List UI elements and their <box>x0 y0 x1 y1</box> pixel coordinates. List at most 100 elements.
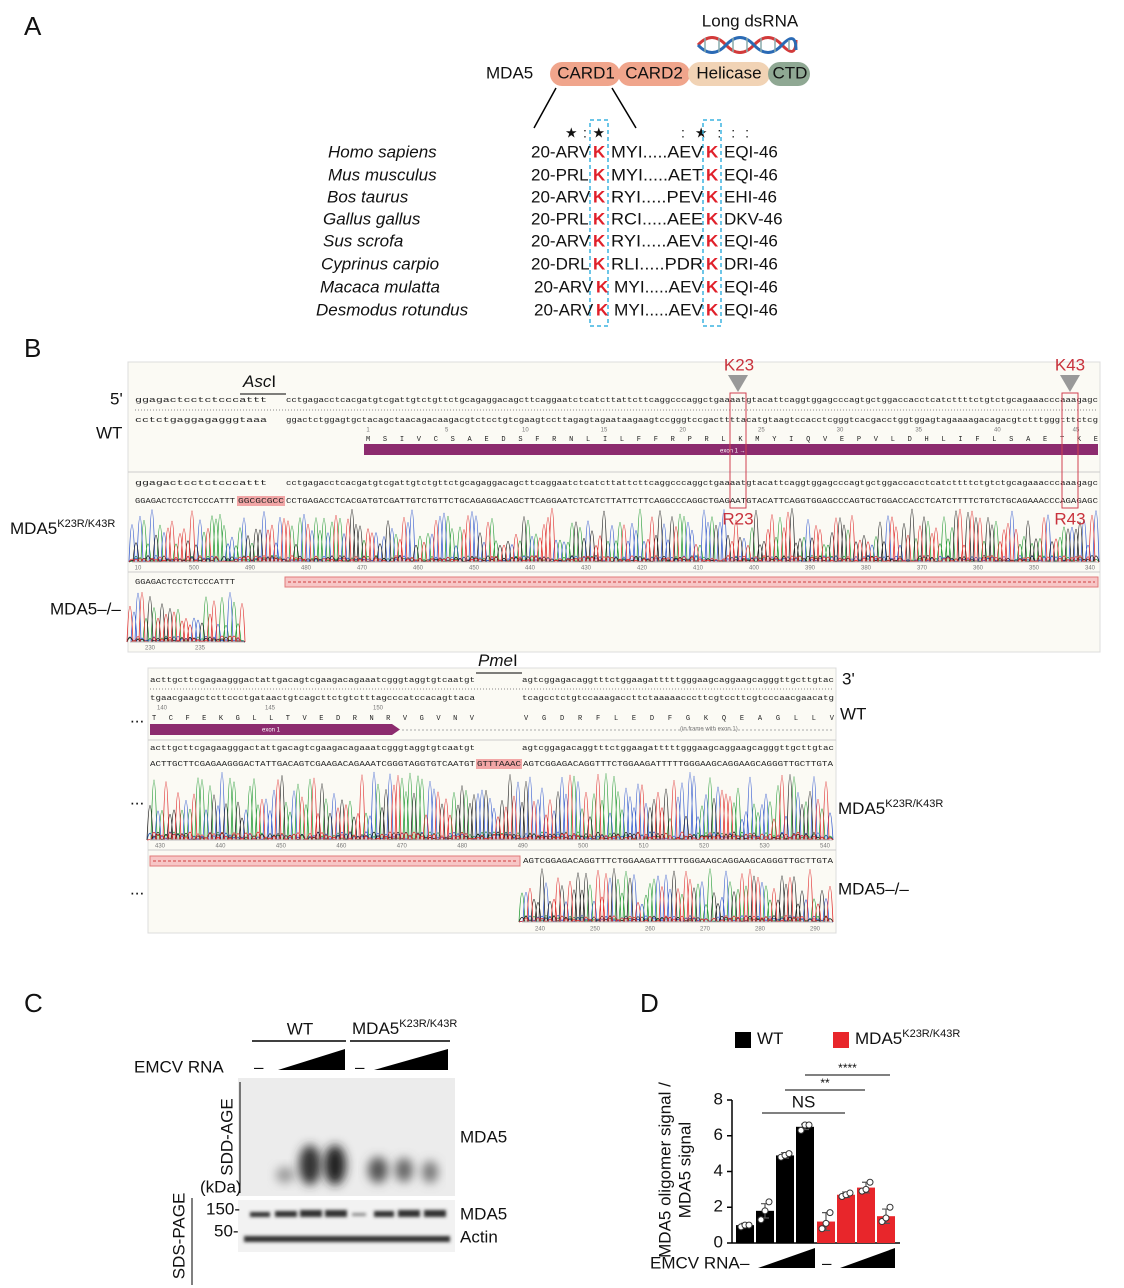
mutant-sup: K23R/K43R <box>399 1018 457 1030</box>
position-number: 10 <box>135 566 142 572</box>
ellipsis: ... <box>130 707 144 726</box>
sds-blot <box>238 1200 455 1252</box>
sequence-left: 20-PRL <box>531 165 589 184</box>
site-marker <box>1060 375 1080 392</box>
significance-label: NS <box>792 1092 816 1111</box>
sequence: ggagactcctctcccattt <box>135 480 267 488</box>
position-number: 35 <box>915 428 922 434</box>
read: CCTGAGACCTCACGATGTCGATTGTCTGTTCTGCAGAGGA… <box>286 498 1098 506</box>
data-point <box>886 1203 894 1211</box>
amino-acids: T C F E K G L L T V E D R N R V G V N V <box>152 715 475 723</box>
position-number: 540 <box>820 844 831 850</box>
group-label: MDA5K23R/K43R <box>352 1018 457 1039</box>
position-number: 480 <box>457 844 468 850</box>
mutation-label: R23 <box>722 509 753 528</box>
read: AGTCGGAGACAGGTTTCTGGAAGATTTTTGGGAAGCAGGA… <box>523 858 834 866</box>
sequence-left: 20-ARV <box>531 231 591 250</box>
species-name: Macaca mulatta <box>320 277 440 296</box>
position-number: 390 <box>805 566 816 572</box>
sequence-right: EQI-46 <box>724 142 778 161</box>
position-number: 410 <box>693 566 704 572</box>
position-number: 280 <box>755 927 766 933</box>
legend-sup: K23R/K43R <box>902 1028 960 1040</box>
method-label: SDS-PAGE <box>169 1193 188 1280</box>
sequence: ggactctggagtgctacagctaacagacaagacgtctcct… <box>286 417 1098 425</box>
site-marker <box>728 375 748 392</box>
lysine: K <box>593 187 606 206</box>
position-number: 450 <box>276 844 287 850</box>
sequence: tgaacgaagctcttccctgataactgtcagcttctgtctt… <box>150 695 475 703</box>
exon-label: exon 1 <box>262 728 281 734</box>
position-number: 5 <box>445 428 449 434</box>
position-number: 290 <box>810 927 821 933</box>
trace <box>126 596 246 643</box>
mutation-box <box>729 392 747 509</box>
amino-acids: M S I V C S A E D S F R N L I L F F R P … <box>366 436 1098 444</box>
position-number: 500 <box>189 566 200 572</box>
sequence-mid: MYI.....AEV <box>614 277 704 296</box>
enzyme-roman: I <box>271 372 276 391</box>
exon-label: exon 1 → <box>720 449 746 455</box>
amino-acids: V G D R F L E D F G K Q E A G L L V <box>524 715 835 723</box>
position-number: 460 <box>413 566 424 572</box>
lysine: K <box>593 142 606 161</box>
lysine: K <box>706 300 719 319</box>
lysine: K <box>706 142 719 161</box>
site-label: K43 <box>1055 355 1085 374</box>
position-number: 150 <box>373 706 384 712</box>
read-numbers: 10 500 490 480 470 460 450 440 430 420 410 400 390 38… <box>135 566 1096 572</box>
mutant-name: MDA5 <box>352 1019 399 1038</box>
mutant-name: MDA5 <box>10 519 57 538</box>
sequence: acttgcttcgagaagggactattgacagtcgaagacagaa… <box>150 745 475 753</box>
position-number: 30 <box>837 428 844 434</box>
panel-label: A <box>24 11 42 41</box>
dose-wedge <box>840 1248 895 1268</box>
position-number: 520 <box>699 844 710 850</box>
data-point <box>882 1214 890 1222</box>
data-point <box>862 1185 870 1193</box>
bar <box>837 1194 855 1243</box>
species-name: Gallus gallus <box>323 209 421 228</box>
read-numbers: 240 250 260 270 280 290 <box>535 927 821 933</box>
protein-name: MDA5 <box>486 63 533 82</box>
lysine: K <box>706 209 719 228</box>
sdd-blot <box>238 1078 455 1196</box>
mw-marker: 150- <box>206 1199 240 1218</box>
significance-label: ** <box>820 1076 830 1090</box>
sequence-left: 20-ARV <box>534 300 594 319</box>
data-point <box>765 1198 773 1206</box>
mutation-label: R43 <box>1054 509 1085 528</box>
lysine: K <box>706 231 719 250</box>
chromatogram <box>128 508 1100 563</box>
sequence-right: EQI-46 <box>724 231 778 250</box>
sequence-right: EQI-46 <box>724 165 778 184</box>
panel-label: B <box>24 333 41 363</box>
position-number: 490 <box>518 844 529 850</box>
dose-wedge <box>758 1248 815 1268</box>
sequence-left: 20-PRL <box>531 209 589 228</box>
legend-name: MDA5 <box>855 1029 902 1048</box>
data-point <box>805 1121 813 1129</box>
position-number: 400 <box>749 566 760 572</box>
domain <box>618 62 690 86</box>
bar <box>776 1155 794 1243</box>
row-label: MDA5–/– <box>838 879 909 898</box>
data-point <box>785 1150 793 1158</box>
exon-bar <box>150 724 400 735</box>
legend-swatch <box>833 1032 849 1048</box>
insert-highlight <box>237 496 285 506</box>
row-label: MDA5K23R/K43R <box>10 518 115 539</box>
x-axis-label: EMCV RNA <box>650 1253 740 1272</box>
aa-numbers: 140 145 150 <box>157 706 384 712</box>
lysine: K <box>706 254 719 273</box>
ellipsis: ... <box>130 879 144 898</box>
dose-wedge <box>374 1049 448 1070</box>
lysine: K <box>706 165 719 184</box>
conservation: : ★ : : : <box>681 125 749 141</box>
y-tick-label: 2 <box>714 1197 723 1216</box>
sequence: ggagactcctctcccattt <box>135 397 267 405</box>
mutant-sup: K23R/K43R <box>57 518 115 530</box>
position-number: 340 <box>1085 566 1096 572</box>
lysine: K <box>706 277 719 296</box>
position-number: 40 <box>994 428 1001 434</box>
